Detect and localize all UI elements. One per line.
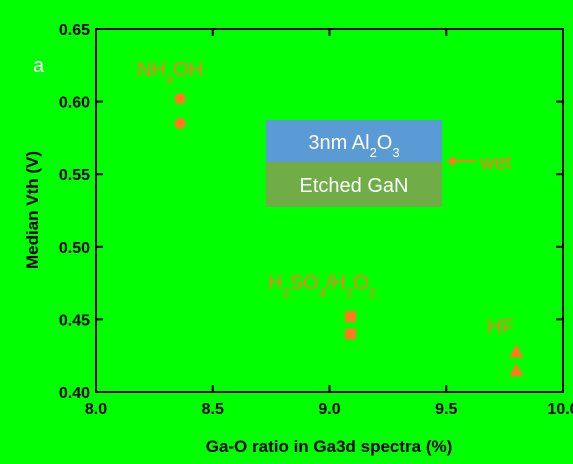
annotation-nh4oh: NH4OH (137, 59, 203, 87)
inset-bottom-label: Etched GaN (300, 175, 409, 197)
y-tick-label: 0.55 (59, 167, 90, 184)
y-tick-label: 0.40 (59, 385, 90, 402)
y-tick-label: 0.50 (59, 240, 90, 257)
data-point-circle (174, 93, 186, 105)
axis-ticks: 8.0 8.5 9.0 9.5 10.0 0.40 0.45 0.50 0.55 0.60 0.65 (59, 22, 573, 418)
inset-top-layer (266, 120, 442, 162)
x-tick-label: 8.0 (85, 401, 107, 418)
y-tick-label: 0.45 (59, 312, 90, 329)
panel-label: a (33, 55, 45, 77)
x-tick-label: 10.0 (547, 401, 573, 418)
x-tick-label: 8.5 (202, 401, 224, 418)
wet-arrow-head (446, 156, 455, 166)
x-axis-title: Ga-O ratio in Ga3d spectra (%) (206, 437, 453, 456)
y-tick-label: 0.65 (59, 22, 90, 39)
data-point-triangle (509, 344, 524, 358)
data-point-circle (174, 117, 186, 129)
y-axis-title: Median Vth (V) (23, 151, 42, 269)
annotation-h2so4-h2o2: H2SO4/H2O2 (268, 272, 376, 300)
x-tick-label: 9.5 (435, 401, 457, 418)
data-point-square (345, 328, 357, 340)
inset-top-label: 3nm Al2O3 (308, 132, 399, 160)
annotation-wet: wet (479, 152, 512, 174)
data-points (174, 93, 524, 377)
x-tick-label: 9.0 (318, 401, 340, 418)
annotation-hf: HF (487, 316, 514, 338)
y-tick-label: 0.60 (59, 95, 90, 112)
inset-bottom-layer (266, 162, 442, 207)
data-point-square (345, 310, 357, 322)
data-point-triangle (509, 363, 524, 377)
